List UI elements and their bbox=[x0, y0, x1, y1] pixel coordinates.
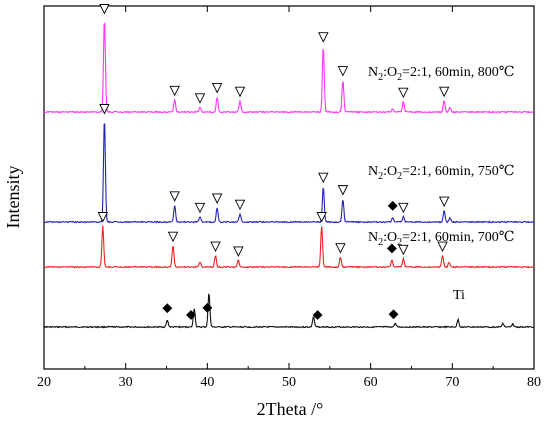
series-line-800 bbox=[43, 22, 535, 114]
plot-frame bbox=[43, 5, 535, 370]
series-line-700 bbox=[43, 225, 535, 269]
series-label-800: N2:O2=2:1, 60min, 800℃ bbox=[368, 65, 514, 83]
triangle-marker bbox=[97, 212, 109, 223]
triangle-marker bbox=[398, 87, 409, 99]
triangle-marker bbox=[167, 231, 179, 243]
triangle-marker bbox=[99, 4, 110, 15]
triangle-marker bbox=[169, 191, 180, 202]
series-label-ti: Ti bbox=[453, 288, 465, 303]
series-label-700: N2:O2=2:1, 60min, 700℃ bbox=[368, 230, 514, 248]
diamond-marker bbox=[186, 310, 196, 320]
x-tick-label: 30 bbox=[119, 375, 133, 390]
triangle-marker bbox=[233, 246, 244, 257]
triangle-marker bbox=[337, 185, 349, 196]
plot-frame-group bbox=[43, 5, 535, 370]
series-line-ti bbox=[43, 293, 535, 329]
diamond-marker bbox=[387, 200, 398, 211]
triangle-marker bbox=[438, 86, 450, 98]
diamond-marker bbox=[386, 243, 397, 254]
triangle-marker bbox=[234, 199, 246, 211]
series-line-750 bbox=[43, 123, 535, 224]
triangle-marker bbox=[211, 193, 223, 204]
triangle-marker bbox=[99, 104, 110, 115]
x-axis-label: 2Theta /° bbox=[257, 399, 324, 419]
triangle-marker bbox=[398, 244, 409, 256]
triangle-marker bbox=[316, 212, 327, 223]
triangle-marker bbox=[169, 85, 180, 97]
diamond-marker bbox=[312, 310, 323, 320]
triangle-marker bbox=[337, 66, 349, 77]
x-tick-label: 60 bbox=[364, 375, 378, 390]
x-tick-label: 80 bbox=[527, 375, 541, 390]
diamond-marker bbox=[388, 309, 399, 320]
diamond-marker bbox=[162, 303, 173, 314]
triangle-marker bbox=[194, 93, 206, 104]
triangle-marker bbox=[234, 86, 246, 98]
triangle-marker bbox=[438, 196, 450, 208]
triangle-marker bbox=[437, 241, 448, 253]
triangle-marker bbox=[211, 83, 223, 94]
triangle-marker bbox=[318, 172, 329, 184]
triangle-marker bbox=[335, 243, 346, 254]
triangle-marker bbox=[194, 202, 206, 214]
triangle-marker bbox=[398, 202, 409, 214]
diamond-marker bbox=[202, 302, 213, 313]
series-label-750: N2:O2=2:1, 60min, 750℃ bbox=[368, 164, 514, 182]
x-tick-label: 50 bbox=[282, 375, 296, 390]
series-layer bbox=[43, 22, 535, 329]
x-tick-label: 20 bbox=[37, 375, 51, 390]
series-label-layer: N2:O2=2:1, 60min, 800℃ N2:O2=2:1, 60min, … bbox=[368, 65, 514, 303]
x-tick-label: 40 bbox=[200, 375, 214, 390]
triangle-marker bbox=[318, 32, 329, 43]
y-axis-label: Intensity bbox=[3, 166, 23, 229]
x-tick-label: 70 bbox=[445, 375, 459, 390]
triangle-marker bbox=[210, 241, 221, 253]
axis-layer: 20 30 40 50 60 70 80 bbox=[37, 6, 541, 390]
marker-layer bbox=[97, 4, 450, 320]
